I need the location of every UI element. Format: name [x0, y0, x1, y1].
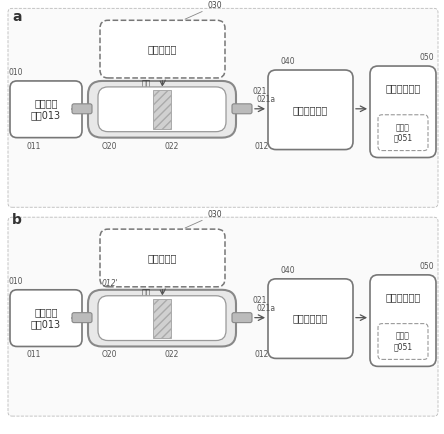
Text: 反馈模
块051: 反馈模 块051: [393, 123, 412, 142]
FancyBboxPatch shape: [232, 312, 252, 322]
Text: b: b: [12, 213, 22, 227]
Text: a: a: [12, 10, 21, 24]
Text: 030: 030: [185, 210, 222, 228]
Text: 012': 012': [102, 279, 119, 288]
Text: 012: 012: [254, 141, 268, 151]
Text: 050: 050: [420, 262, 434, 271]
FancyBboxPatch shape: [232, 104, 252, 114]
Text: 信号检测单元: 信号检测单元: [293, 105, 328, 115]
Text: 反馈模
块051: 反馈模 块051: [393, 332, 412, 351]
Bar: [153, 299, 171, 338]
Text: 022: 022: [164, 351, 178, 359]
Text: 030: 030: [185, 1, 222, 19]
Text: 输送控制
模块013: 输送控制 模块013: [31, 307, 61, 329]
FancyBboxPatch shape: [8, 8, 438, 207]
Text: 输送控制
模块013: 输送控制 模块013: [31, 99, 61, 120]
FancyBboxPatch shape: [268, 70, 353, 150]
FancyBboxPatch shape: [100, 229, 225, 287]
Bar: [153, 90, 171, 129]
Text: O20: O20: [102, 141, 118, 151]
FancyBboxPatch shape: [10, 290, 82, 346]
FancyBboxPatch shape: [100, 20, 225, 78]
Text: O20: O20: [102, 351, 118, 359]
Text: 刺激: 刺激: [141, 79, 151, 89]
FancyBboxPatch shape: [72, 104, 92, 114]
FancyBboxPatch shape: [370, 66, 436, 158]
Text: 信号分析单元: 信号分析单元: [385, 292, 420, 302]
FancyBboxPatch shape: [8, 217, 438, 416]
Text: 040: 040: [280, 266, 295, 275]
FancyBboxPatch shape: [378, 324, 428, 359]
Text: 021: 021: [252, 87, 266, 96]
Text: 050: 050: [420, 53, 434, 62]
Text: 010: 010: [8, 68, 23, 77]
Text: 011: 011: [26, 351, 40, 359]
Text: 信号检测单元: 信号检测单元: [293, 314, 328, 324]
FancyBboxPatch shape: [88, 81, 236, 138]
FancyBboxPatch shape: [378, 115, 428, 151]
Text: 信号分析单元: 信号分析单元: [385, 83, 420, 93]
Text: 011: 011: [26, 141, 40, 151]
Text: 刺激: 刺激: [141, 288, 151, 297]
Text: 010: 010: [8, 277, 23, 286]
Text: 040: 040: [280, 57, 295, 66]
FancyBboxPatch shape: [98, 296, 226, 341]
FancyBboxPatch shape: [10, 81, 82, 138]
Text: 021: 021: [252, 296, 266, 305]
Text: 刺激性单元: 刺激性单元: [148, 253, 177, 263]
FancyBboxPatch shape: [72, 312, 92, 322]
Text: 022: 022: [164, 141, 178, 151]
FancyBboxPatch shape: [268, 279, 353, 358]
FancyBboxPatch shape: [370, 275, 436, 366]
Text: 021a: 021a: [256, 95, 275, 104]
Text: 021a: 021a: [256, 304, 275, 312]
Text: 刺激性单元: 刺激性单元: [148, 44, 177, 54]
Text: 012: 012: [254, 351, 268, 359]
FancyBboxPatch shape: [88, 290, 236, 346]
FancyBboxPatch shape: [98, 87, 226, 132]
